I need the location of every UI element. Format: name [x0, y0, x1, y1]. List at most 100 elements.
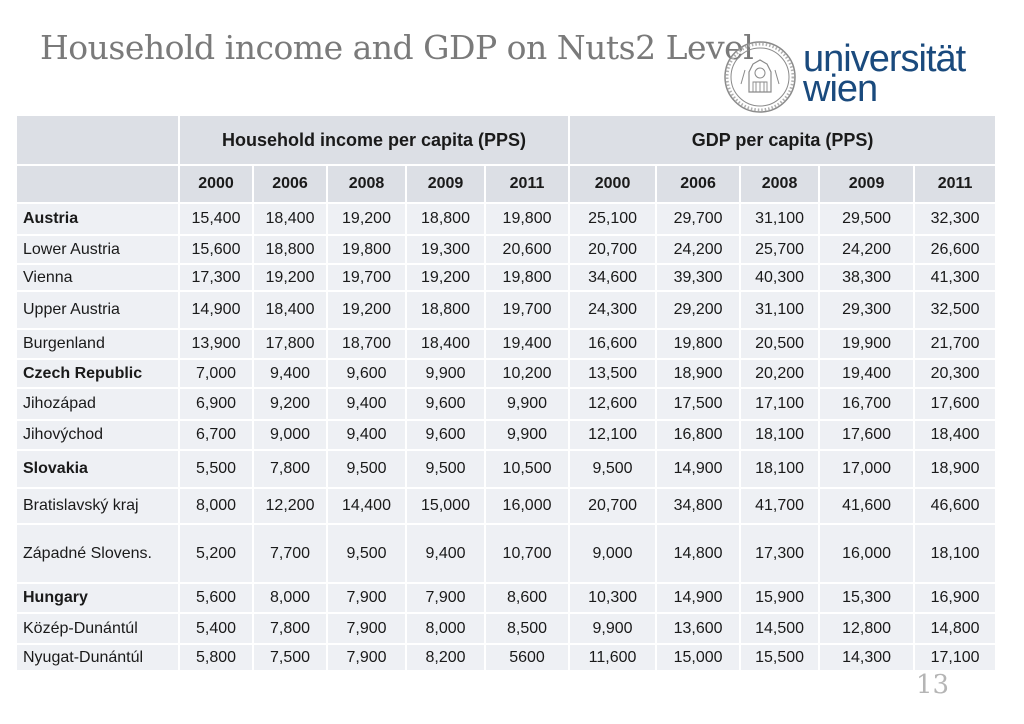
table-cell: 15,400	[178, 202, 254, 236]
year-header: 2011	[483, 164, 571, 204]
table-cell: 7,900	[405, 582, 486, 614]
table-cell: 17,500	[655, 387, 742, 421]
table-cell: 10,700	[483, 523, 571, 584]
table-cell: 9,400	[405, 523, 486, 584]
table-row: Západné Slovens. 5,200 7,700 9,500 9,400 10,7…	[15, 523, 998, 584]
logo-line-2: wien	[803, 68, 878, 110]
table-cell: 8,600	[483, 582, 571, 614]
table-cell: 5,500	[178, 449, 254, 489]
row-label: Hungary	[15, 582, 180, 614]
table-cell: 17,600	[913, 387, 998, 421]
table-row: Nyugat-Dunántúl 5,800 7,500 7,900 8,200 5600 1…	[15, 643, 998, 672]
table-cell: 9,500	[568, 449, 658, 489]
table-cell: 17,600	[818, 419, 916, 451]
table-cell: 19,800	[326, 234, 407, 265]
row-label: Austria	[15, 202, 180, 236]
table-cell: 19,300	[405, 234, 486, 265]
table-cell: 34,800	[655, 487, 742, 525]
table-row: Vienna 17,300 19,200 19,700 19,200 19,800 34,6…	[15, 263, 998, 292]
table-cell: 9,500	[326, 523, 407, 584]
table-cell: 34,600	[568, 263, 658, 292]
table-cell: 10,500	[483, 449, 571, 489]
table-cell: 18,400	[252, 202, 328, 236]
table-cell: 24,300	[568, 290, 658, 330]
table-cell: 9,400	[326, 419, 407, 451]
table-cell: 16,800	[655, 419, 742, 451]
table-cell: 7,500	[252, 643, 328, 672]
table-cell: 9,500	[326, 449, 407, 489]
household-income-header: Household income per capita (PPS)	[177, 114, 571, 166]
table-cell: 12,600	[568, 387, 658, 421]
table-cell: 9,400	[326, 387, 407, 421]
table-cell: 20,700	[568, 487, 658, 525]
table-cell: 15,600	[178, 234, 254, 265]
table-row: Austria 15,400 18,400 19,200 18,800 19,800 25,…	[15, 202, 998, 236]
table-cell: 24,200	[818, 234, 916, 265]
year-header: 2011	[913, 164, 998, 204]
table-cell: 16,000	[818, 523, 916, 584]
table-row: Bratislavský kraj 8,000 12,200 14,400 15,000…	[15, 487, 998, 525]
table-cell: 40,300	[739, 263, 821, 292]
table-cell: 18,900	[655, 358, 742, 389]
table-cell: 7,700	[252, 523, 328, 584]
table-row: Hungary 5,600 8,000 7,900 7,900 8,600 10,300 14…	[15, 582, 998, 614]
table-cell: 19,700	[326, 263, 407, 292]
row-label: Burgenland	[15, 328, 180, 360]
table-cell: 17,100	[739, 387, 821, 421]
table-cell: 18,400	[405, 328, 486, 360]
table-cell: 14,900	[178, 290, 254, 330]
row-label: Czech Republic	[15, 358, 180, 389]
table-cell: 14,500	[739, 612, 821, 645]
table-cell: 26,600	[913, 234, 998, 265]
table-row: Lower Austria 15,600 18,800 19,800 19,300 20,…	[15, 234, 998, 265]
table-cell: 29,200	[655, 290, 742, 330]
table-cell: 12,100	[568, 419, 658, 451]
year-header: 2008	[326, 164, 407, 204]
university-seal-icon	[724, 41, 796, 113]
row-label: Západné Slovens.	[15, 523, 180, 584]
row-label: Upper Austria	[15, 290, 180, 330]
table-cell: 17,300	[739, 523, 821, 584]
table-cell: 15,000	[655, 643, 742, 672]
table-cell: 18,800	[405, 202, 486, 236]
gdp-header: GDP per capita (PPS)	[568, 114, 998, 166]
table-cell: 9,600	[405, 387, 486, 421]
table-cell: 19,200	[326, 290, 407, 330]
table-cell: 8,000	[178, 487, 254, 525]
table-cell: 13,500	[568, 358, 658, 389]
table-cell: 8,000	[405, 612, 486, 645]
table-cell: 15,300	[818, 582, 916, 614]
table-cell: 18,100	[739, 419, 821, 451]
row-label: Vienna	[15, 263, 180, 292]
table-cell: 19,200	[326, 202, 407, 236]
table-cell: 20,600	[483, 234, 571, 265]
slide-title: Household income and GDP on Nuts2 Level	[40, 28, 754, 67]
table-cell: 9,900	[568, 612, 658, 645]
table-cell: 14,800	[655, 523, 742, 584]
table-cell: 8,200	[405, 643, 486, 672]
university-logo: universität wien	[803, 40, 966, 110]
table-cell: 8,500	[483, 612, 571, 645]
table-cell: 38,300	[818, 263, 916, 292]
table-cell: 29,300	[818, 290, 916, 330]
table-cell: 9,900	[405, 358, 486, 389]
table-cell: 8,000	[252, 582, 328, 614]
table-cell: 32,300	[913, 202, 998, 236]
table-cell: 16,700	[818, 387, 916, 421]
table-cell: 19,800	[483, 202, 571, 236]
table-cell: 19,400	[483, 328, 571, 360]
table-cell: 21,700	[913, 328, 998, 360]
table-cell: 13,600	[655, 612, 742, 645]
table-cell: 18,100	[913, 523, 998, 584]
table-cell: 17,000	[818, 449, 916, 489]
table-cell: 9,600	[326, 358, 407, 389]
row-label: Jihozápad	[15, 387, 180, 421]
table-cell: 6,700	[178, 419, 254, 451]
page-number: 13	[916, 670, 950, 700]
table-cell: 20,300	[913, 358, 998, 389]
table-cell: 9,000	[568, 523, 658, 584]
table-cell: 24,200	[655, 234, 742, 265]
row-label: Lower Austria	[15, 234, 180, 265]
table-cell: 16,900	[913, 582, 998, 614]
table-cell: 9,200	[252, 387, 328, 421]
